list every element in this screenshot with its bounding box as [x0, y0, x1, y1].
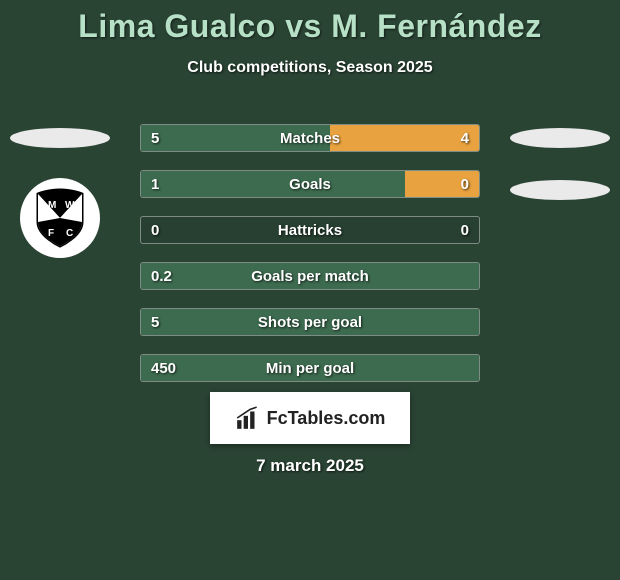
- stat-name: Hattricks: [141, 217, 479, 243]
- stat-name: Shots per goal: [141, 309, 479, 335]
- player-right-name: M. Fernández: [331, 8, 541, 44]
- stat-value-right: 0: [461, 217, 469, 243]
- shield-icon: M W F C: [28, 186, 92, 250]
- stat-row: 5Matches4: [140, 124, 480, 152]
- branding-text: FcTables.com: [267, 408, 386, 429]
- svg-text:F: F: [48, 228, 54, 239]
- stat-row: 0Hattricks0: [140, 216, 480, 244]
- team-right-logo-placeholder-1: [510, 128, 610, 148]
- team-left-logo-placeholder-1: [10, 128, 110, 148]
- stat-name: Goals: [141, 171, 479, 197]
- svg-text:W: W: [65, 200, 75, 211]
- vs-text: vs: [285, 8, 322, 44]
- footer-date: 7 march 2025: [0, 456, 620, 476]
- team-left-crest: M W F C: [20, 178, 100, 258]
- subtitle: Club competitions, Season 2025: [0, 59, 620, 77]
- stat-row: 450Min per goal: [140, 354, 480, 382]
- stat-bars: 5Matches41Goals00Hattricks00.2Goals per …: [140, 124, 480, 400]
- stat-name: Min per goal: [141, 355, 479, 381]
- svg-text:C: C: [66, 228, 73, 239]
- stat-row: 1Goals0: [140, 170, 480, 198]
- svg-text:M: M: [48, 200, 56, 211]
- stat-row: 0.2Goals per match: [140, 262, 480, 290]
- stat-row: 5Shots per goal: [140, 308, 480, 336]
- player-left-name: Lima Gualco: [78, 8, 276, 44]
- stat-value-right: 0: [461, 171, 469, 197]
- stat-name: Matches: [141, 125, 479, 151]
- stat-name: Goals per match: [141, 263, 479, 289]
- branding-badge: FcTables.com: [210, 392, 410, 444]
- team-right-logo-placeholder-2: [510, 180, 610, 200]
- page-title: Lima Gualco vs M. Fernández: [0, 0, 620, 45]
- stat-value-right: 4: [461, 125, 469, 151]
- bar-chart-icon: [235, 405, 261, 431]
